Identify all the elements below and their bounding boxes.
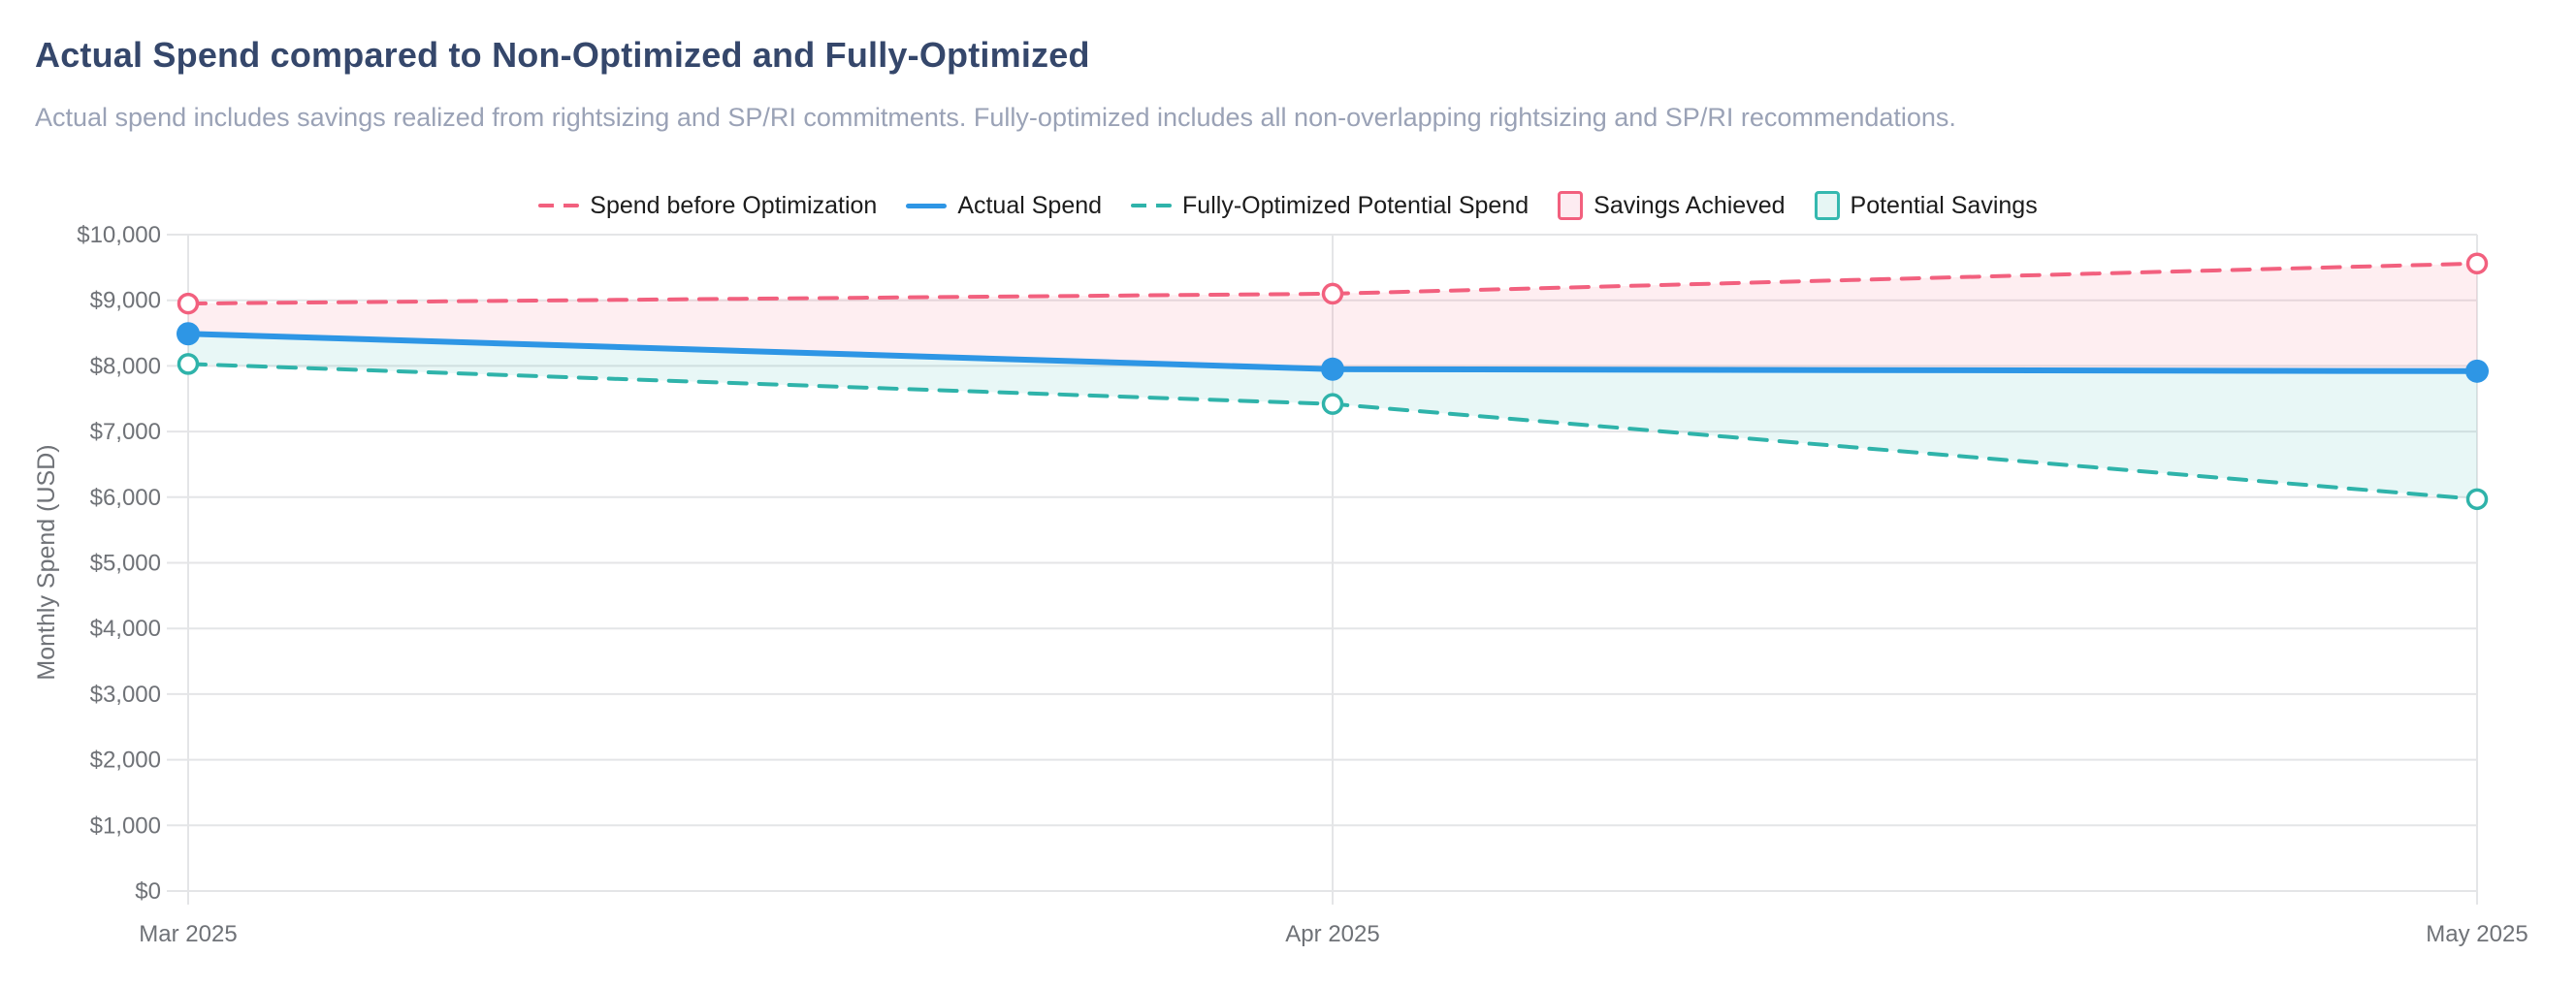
- chart-legend: Spend before Optimization Actual Spend Ful…: [0, 182, 2576, 229]
- legend-label: Potential Savings: [1850, 191, 2038, 219]
- data-point-actual-spend-may-2025[interactable]: [2465, 359, 2489, 383]
- y-tick-label: $9,000: [90, 288, 161, 314]
- y-tick-label: $4,000: [90, 616, 161, 642]
- data-point-fully-optimized-potential-spend-may-2025[interactable]: [2465, 488, 2489, 511]
- y-tick-label: $10,000: [77, 222, 161, 248]
- x-tick-label: May 2025: [2426, 921, 2528, 947]
- data-point-fully-optimized-potential-spend-mar-2025[interactable]: [177, 353, 200, 375]
- chart-header: Actual Spend compared to Non-Optimized a…: [35, 35, 1956, 133]
- x-tick-label: Apr 2025: [1285, 921, 1379, 947]
- y-axis-title: Monthly Spend (USD): [33, 444, 60, 680]
- y-tick-label: $1,000: [90, 812, 161, 839]
- data-point-spend-before-optimization-mar-2025[interactable]: [177, 292, 200, 315]
- y-tick-label: $8,000: [90, 353, 161, 379]
- dashed-line-swatch: [1131, 204, 1173, 207]
- legend-label: Spend before Optimization: [590, 191, 878, 219]
- legend-item-fully-optimized-potential-spend[interactable]: Fully-Optimized Potential Spend: [1131, 192, 1529, 220]
- area-swatch: [1558, 191, 1584, 220]
- y-tick-label: $5,000: [90, 551, 161, 577]
- y-tick-label: $7,000: [90, 419, 161, 445]
- area-swatch: [1814, 191, 1840, 220]
- y-tick-label: $2,000: [90, 748, 161, 774]
- legend-item-savings-achieved[interactable]: Savings Achieved: [1558, 191, 1786, 220]
- data-point-fully-optimized-potential-spend-apr-2025[interactable]: [1321, 393, 1344, 415]
- y-tick-label: $0: [135, 878, 161, 905]
- legend-label: Actual Spend: [957, 191, 1103, 219]
- legend-item-actual-spend[interactable]: Actual Spend: [906, 192, 1102, 220]
- data-point-actual-spend-mar-2025[interactable]: [177, 322, 200, 346]
- y-tick-label: $6,000: [90, 485, 161, 511]
- area-savings-achieved: [188, 263, 2477, 371]
- data-point-spend-before-optimization-apr-2025[interactable]: [1321, 282, 1344, 305]
- legend-label: Fully-Optimized Potential Spend: [1182, 191, 1530, 219]
- solid-line-swatch: [906, 203, 948, 208]
- y-tick-label: $3,000: [90, 682, 161, 708]
- data-point-spend-before-optimization-may-2025[interactable]: [2465, 252, 2489, 275]
- legend-item-spend-before-optimization[interactable]: Spend before Optimization: [538, 192, 877, 220]
- dashed-line-swatch: [538, 204, 580, 207]
- data-point-actual-spend-apr-2025[interactable]: [1321, 357, 1344, 381]
- page-title: Actual Spend compared to Non-Optimized a…: [35, 35, 1090, 75]
- legend-label: Savings Achieved: [1594, 191, 1786, 219]
- legend-item-potential-savings[interactable]: Potential Savings: [1814, 191, 2038, 220]
- page-subtitle: Actual spend includes savings realized f…: [35, 103, 1956, 132]
- area-potential-savings: [188, 334, 2477, 499]
- x-tick-label: Mar 2025: [139, 921, 237, 947]
